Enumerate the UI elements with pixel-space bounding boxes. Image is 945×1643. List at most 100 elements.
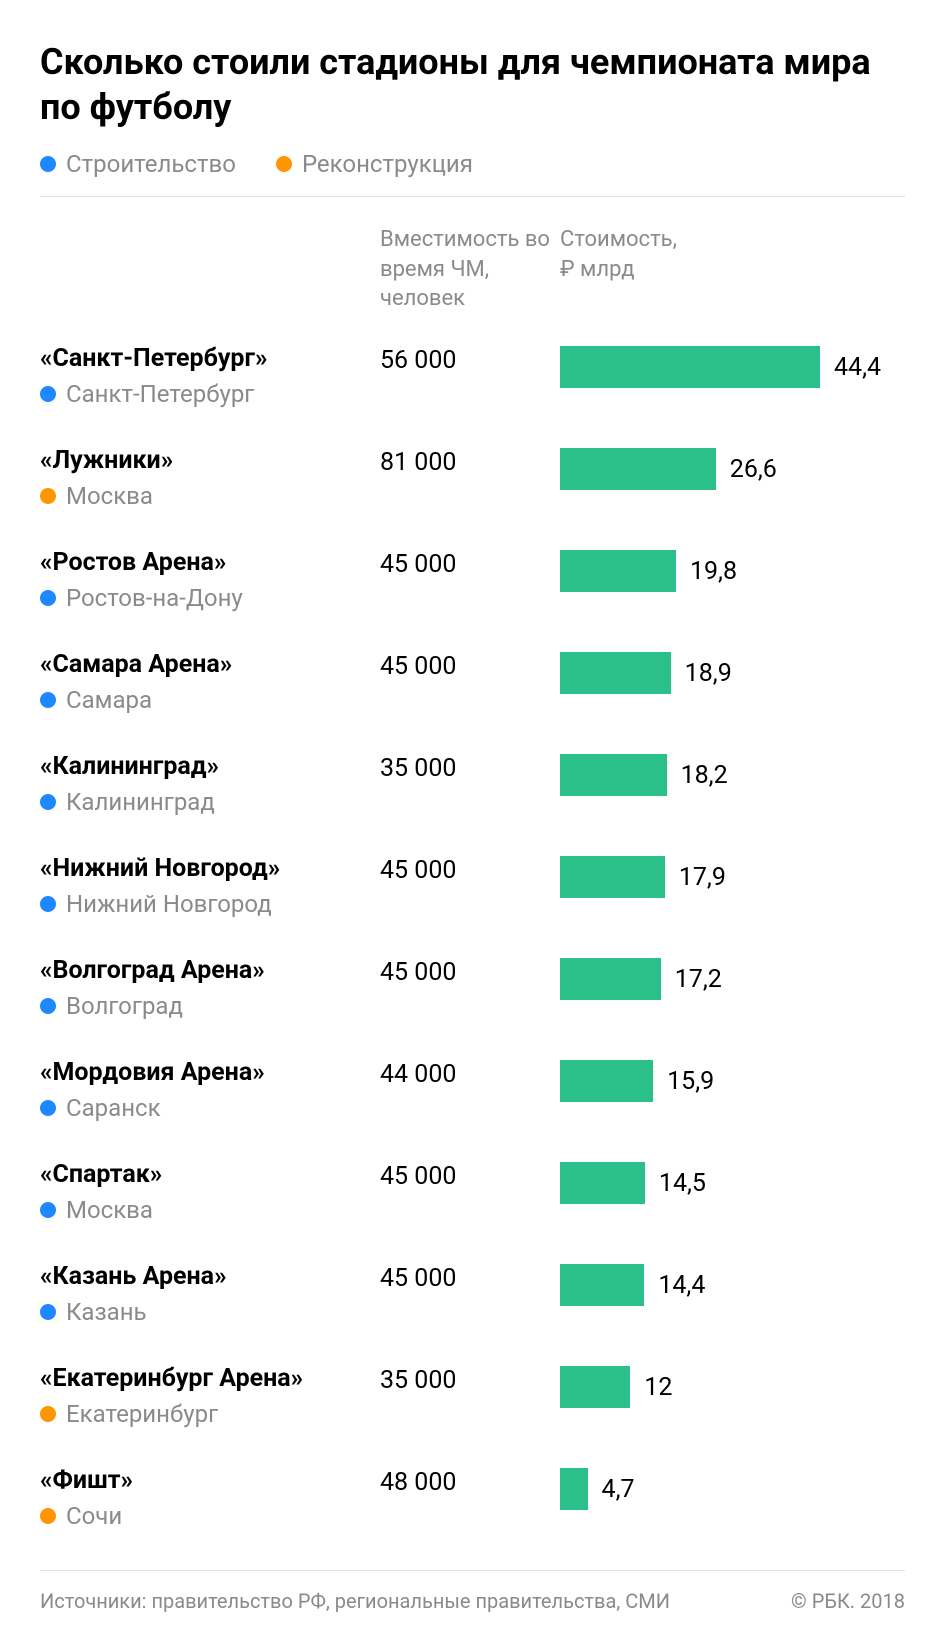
city-line: Саранск bbox=[40, 1094, 380, 1122]
cost-bar bbox=[560, 856, 665, 898]
cost-label: 15,9 bbox=[667, 1067, 714, 1096]
name-block: «Спартак» Москва bbox=[40, 1160, 380, 1224]
city-name: Екатеринбург bbox=[66, 1400, 218, 1428]
legend-reconstruction: Реконструкция bbox=[276, 150, 473, 178]
bar-cell: 17,9 bbox=[560, 854, 905, 898]
stadium-row: «Екатеринбург Арена» Екатеринбург 35 000 12 bbox=[40, 1364, 905, 1428]
city-name: Нижний Новгород bbox=[66, 890, 272, 918]
bar-cell: 12 bbox=[560, 1364, 905, 1408]
name-block: «Казань Арена»Казань bbox=[40, 1262, 380, 1326]
name-block: «Екатеринбург Арена» Екатеринбург bbox=[40, 1364, 380, 1428]
cost-label: 18,9 bbox=[685, 659, 732, 688]
stadium-name: «Самара Арена» bbox=[40, 650, 380, 680]
cost-bar bbox=[560, 1162, 645, 1204]
rows-container: «Санкт-Петербург»Санкт-Петербург56 00044… bbox=[40, 344, 905, 1530]
city-line: Нижний Новгород bbox=[40, 890, 380, 918]
bar-cell: 14,4 bbox=[560, 1262, 905, 1306]
bar-cell: 15,9 bbox=[560, 1058, 905, 1102]
type-dot-icon bbox=[40, 1202, 56, 1218]
stadium-name: «Санкт-Петербург» bbox=[40, 344, 380, 374]
cost-label: 14,5 bbox=[659, 1169, 706, 1198]
name-block: «Самара Арена» Самара bbox=[40, 650, 380, 714]
legend: Строительство Реконструкция bbox=[40, 150, 905, 197]
stadium-name: «Нижний Новгород» bbox=[40, 854, 380, 884]
header-capacity: Вместимость во время ЧМ, человек bbox=[380, 225, 560, 314]
cost-label: 26,6 bbox=[730, 455, 777, 484]
city-name: Москва bbox=[66, 482, 153, 510]
name-block: «Ростов Арена» Ростов-на-Дону bbox=[40, 548, 380, 612]
city-line: Сочи bbox=[40, 1502, 380, 1530]
bar-cell: 44,4 bbox=[560, 344, 905, 388]
capacity-value: 35 000 bbox=[380, 752, 560, 783]
stadium-name: «Спартак» bbox=[40, 1160, 380, 1190]
city-line: Волгоград bbox=[40, 992, 380, 1020]
cost-bar bbox=[560, 1060, 653, 1102]
cost-label: 17,9 bbox=[679, 863, 726, 892]
city-name: Ростов-на-Дону bbox=[66, 584, 243, 612]
chart-title: Сколько стоили стадионы для чемпионата м… bbox=[40, 40, 905, 130]
footer: Источники: правительство РФ, региональны… bbox=[40, 1570, 905, 1613]
bar-cell: 26,6 bbox=[560, 446, 905, 490]
capacity-value: 35 000 bbox=[380, 1364, 560, 1395]
bar-cell: 4,7 bbox=[560, 1466, 905, 1510]
stadium-row: «Калининград»Калининград35 000 18,2 bbox=[40, 752, 905, 816]
stadium-name: «Волгоград Арена» bbox=[40, 956, 380, 986]
cost-bar bbox=[560, 754, 667, 796]
cost-label: 18,2 bbox=[681, 761, 728, 790]
stadium-row: «Мордовия Арена»Саранск44 00015,9 bbox=[40, 1058, 905, 1122]
stadium-row: «Спартак»Москва45 00014,5 bbox=[40, 1160, 905, 1224]
bar-cell: 14,5 bbox=[560, 1160, 905, 1204]
type-dot-icon bbox=[40, 1406, 56, 1422]
stadium-name: «Ростов Арена» bbox=[40, 548, 380, 578]
city-name: Москва bbox=[66, 1196, 153, 1224]
bar-cell: 18,9 bbox=[560, 650, 905, 694]
legend-dot-reconstruction bbox=[276, 156, 292, 172]
city-name: Казань bbox=[66, 1298, 147, 1326]
cost-bar bbox=[560, 1264, 644, 1306]
stadium-row: «Ростов Арена»Ростов-на-Дону45 00019,8 bbox=[40, 548, 905, 612]
city-name: Санкт-Петербург bbox=[66, 380, 254, 408]
type-dot-icon bbox=[40, 1304, 56, 1320]
cost-label: 4,7 bbox=[602, 1475, 635, 1504]
stadium-row: «Волгоград Арена»Волгоград45 00017,2 bbox=[40, 956, 905, 1020]
type-dot-icon bbox=[40, 590, 56, 606]
cost-label: 12 bbox=[644, 1373, 672, 1402]
stadium-row: «Казань Арена»Казань45 00014,4 bbox=[40, 1262, 905, 1326]
city-name: Самара bbox=[66, 686, 152, 714]
cost-bar bbox=[560, 448, 716, 490]
cost-label: 14,4 bbox=[658, 1271, 705, 1300]
stadium-name: «Фишт» bbox=[40, 1466, 380, 1496]
city-name: Калининград bbox=[66, 788, 215, 816]
stadium-row: «Лужники»Москва81 000 26,6 bbox=[40, 446, 905, 510]
city-line: Калининград bbox=[40, 788, 380, 816]
city-line: Москва bbox=[40, 482, 380, 510]
name-block: «Нижний Новгород» Нижний Новгород bbox=[40, 854, 380, 918]
cost-bar bbox=[560, 958, 661, 1000]
header-cost: Стоимость, ₽ млрд bbox=[560, 225, 905, 314]
city-line: Самара bbox=[40, 686, 380, 714]
name-block: «Санкт-Петербург» Санкт-Петербург bbox=[40, 344, 380, 408]
stadium-row: «Нижний Новгород» Нижний Новгород 45 000 17… bbox=[40, 854, 905, 918]
type-dot-icon bbox=[40, 1508, 56, 1524]
legend-construction: Строительство bbox=[40, 150, 236, 178]
bar-cell: 19,8 bbox=[560, 548, 905, 592]
type-dot-icon bbox=[40, 488, 56, 504]
footer-sources: Источники: правительство РФ, региональны… bbox=[40, 1589, 670, 1613]
name-block: «Калининград»Калининград bbox=[40, 752, 380, 816]
footer-copyright: © РБК. 2018 bbox=[791, 1589, 905, 1613]
stadium-name: «Екатеринбург Арена» bbox=[40, 1364, 380, 1394]
type-dot-icon bbox=[40, 1100, 56, 1116]
city-name: Сочи bbox=[66, 1502, 122, 1530]
capacity-value: 81 000 bbox=[380, 446, 560, 477]
stadium-row: «Самара Арена»Самара45 00018,9 bbox=[40, 650, 905, 714]
cost-label: 44,4 bbox=[834, 353, 881, 382]
type-dot-icon bbox=[40, 692, 56, 708]
bar-cell: 18,2 bbox=[560, 752, 905, 796]
name-block: «Лужники»Москва bbox=[40, 446, 380, 510]
cost-bar bbox=[560, 550, 676, 592]
cost-bar bbox=[560, 652, 671, 694]
capacity-value: 48 000 bbox=[380, 1466, 560, 1497]
column-headers: Вместимость во время ЧМ, человек Стоимос… bbox=[40, 225, 905, 314]
capacity-value: 45 000 bbox=[380, 854, 560, 885]
legend-label-reconstruction: Реконструкция bbox=[302, 150, 473, 178]
